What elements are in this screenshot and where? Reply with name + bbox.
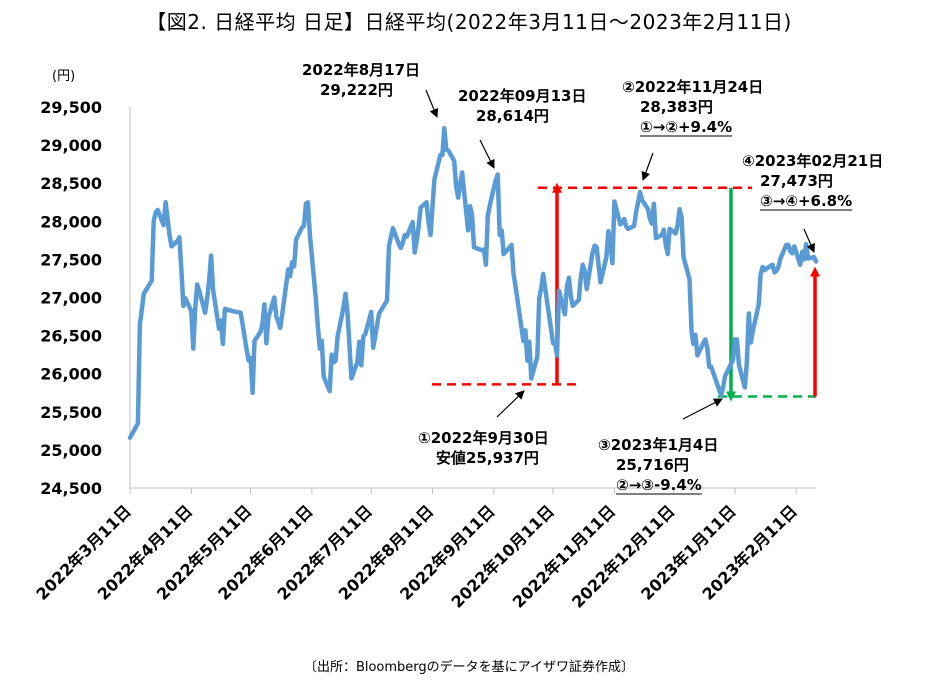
annotation-text: ③→④+6.8%	[760, 192, 852, 210]
annotation-text: ①2022年9月30日	[418, 429, 549, 447]
source-note: 〔出所：Bloombergのデータを基にアイザワ証券作成〕	[303, 660, 635, 675]
annotation-pointer	[803, 228, 815, 253]
y-tick-label: 24,500	[40, 479, 102, 498]
y-tick-label: 25,000	[40, 441, 102, 460]
series-area	[127, 125, 819, 440]
x-tick-label: 2022年10月11日	[448, 501, 558, 611]
annotation-text: 25,716円	[616, 456, 689, 474]
chart-title: 【図2. 日経平均 日足】日経平均(2022年3月11日～2023年2月11日)	[146, 10, 792, 34]
annotation-3: ②2022年11月24日 28,383円 ①→②+9.4%	[622, 78, 763, 181]
y-tick-label: 27,000	[40, 289, 102, 308]
y-tick-label: 29,500	[40, 98, 102, 117]
annotation-text: ④2023年02月21日	[742, 152, 883, 170]
y-tick-label: 29,000	[40, 136, 102, 155]
y-unit-label: (円)	[52, 69, 75, 84]
annotation-text: ②→③-9.4%	[616, 476, 702, 494]
annotation-pointer	[425, 89, 439, 118]
annotation-text: 安値25,937円	[436, 449, 539, 467]
annotation-text: 28,614円	[476, 107, 549, 125]
annotation-text: ①→②+9.4%	[640, 118, 732, 136]
annotations: 2022年8月17日 29,222円 2022年09月13日 28,614円 ②2022…	[302, 61, 883, 495]
annotation-1: 2022年8月17日 29,222円	[302, 61, 439, 118]
annotation-text: 29,222円	[320, 81, 393, 99]
y-tick-label: 25,500	[40, 403, 102, 422]
y-tick-label: 26,000	[40, 365, 102, 384]
y-axis: 24,500 25,000 25,500 26,000 26,500 27,000 27,5…	[40, 98, 131, 498]
y-tick-label: 28,500	[40, 174, 102, 193]
annotation-text: 2022年8月17日	[302, 61, 420, 79]
x-axis: 2022年3月11日2022年4月11日2022年5月11日2022年6月11日…	[32, 487, 816, 612]
y-tick-label: 26,500	[40, 327, 102, 346]
change-arrows	[552, 182, 820, 402]
annotation-pointer	[641, 152, 654, 181]
x-tick-label: 2022年11月11日	[509, 501, 619, 611]
x-tick-label: 2022年12月11日	[568, 501, 678, 611]
annotation-text: ③2023年1月4日	[598, 436, 718, 454]
annotation-4: ④2023年02月21日 27,473円 ③→④+6.8%	[742, 152, 883, 253]
annotation-pointer	[496, 390, 525, 418]
annotation-pointer	[479, 139, 495, 169]
y-tick-label: 28,000	[40, 212, 102, 231]
annotation-text: 2022年09月13日	[458, 87, 587, 105]
y-tick-label: 27,500	[40, 250, 102, 269]
series-line-nikkei	[127, 125, 819, 440]
annotation-6: ③2023年1月4日 25,716円 ②→③-9.4%	[598, 398, 723, 495]
annotation-text: 28,383円	[640, 98, 713, 116]
annotation-pointer	[682, 398, 723, 420]
annotation-2: 2022年09月13日 28,614円	[458, 87, 587, 169]
annotation-text: 27,473円	[760, 172, 833, 190]
annotation-text: ②2022年11月24日	[622, 78, 763, 96]
